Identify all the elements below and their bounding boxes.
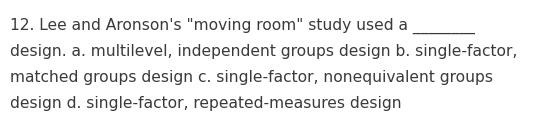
Text: 12. Lee and Aronson's "moving room" study used a ________: 12. Lee and Aronson's "moving room" stud… (10, 18, 480, 34)
Text: design d. single-factor, repeated-measures design: design d. single-factor, repeated-measur… (10, 96, 402, 111)
Text: matched groups design c. single-factor, nonequivalent groups: matched groups design c. single-factor, … (10, 70, 493, 85)
Text: design. a. multilevel, independent groups design b. single-factor,: design. a. multilevel, independent group… (10, 44, 517, 59)
